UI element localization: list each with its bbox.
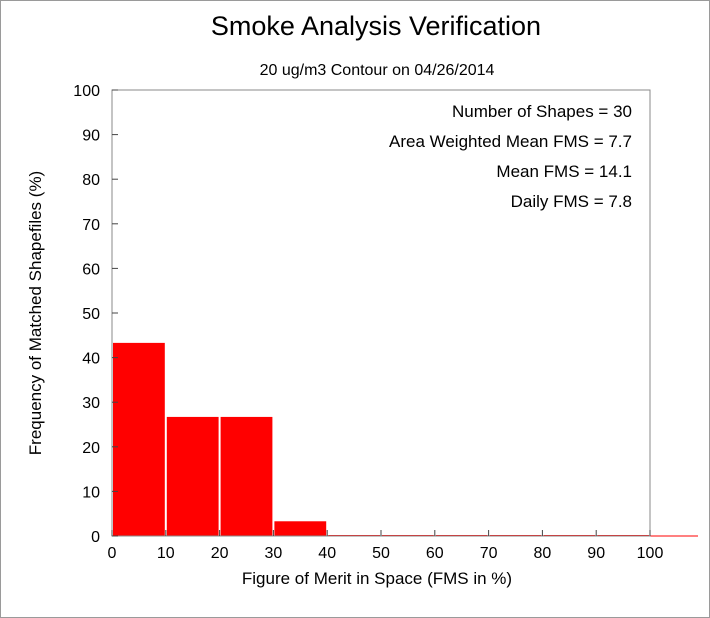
y-tick-label-6: 60 <box>82 261 100 278</box>
x-tick-label-9: 90 <box>587 545 605 562</box>
stat-line-3: Daily FMS = 7.8 <box>511 192 632 211</box>
x-tick-label-2: 20 <box>211 545 229 562</box>
y-tick-label-9: 90 <box>82 128 100 145</box>
bars-group <box>113 342 698 537</box>
y-tick-label-10: 100 <box>73 83 100 100</box>
x-tick-label-8: 80 <box>534 545 552 562</box>
x-tick-label-6: 60 <box>426 545 444 562</box>
histogram-bar-3 <box>274 521 327 536</box>
stats-annotations: Number of Shapes = 30 Area Weighted Mean … <box>389 102 632 211</box>
x-tick-label-0: 0 <box>108 545 117 562</box>
histogram-bar-1 <box>166 416 219 536</box>
x-tick-label-10: 100 <box>637 545 664 562</box>
x-tick-label-4: 40 <box>318 545 336 562</box>
y-tick-label-5: 50 <box>82 306 100 323</box>
y-tick-label-8: 80 <box>82 172 100 189</box>
stat-line-1: Area Weighted Mean FMS = 7.7 <box>389 132 632 151</box>
y-axis-label: Frequency of Matched Shapefiles (%) <box>26 171 45 455</box>
histogram-bar-2 <box>220 416 273 536</box>
chart-title: Smoke Analysis Verification <box>211 11 541 41</box>
x-axis-label: Figure of Merit in Space (FMS in %) <box>242 569 512 588</box>
y-tick-label-7: 70 <box>82 217 100 234</box>
y-tick-label-3: 30 <box>82 395 100 412</box>
x-tick-label-3: 30 <box>265 545 283 562</box>
y-tick-label-1: 10 <box>82 484 100 501</box>
y-tick-label-4: 40 <box>82 351 100 368</box>
y-axis: 0 10 20 30 40 50 60 70 80 90 100 <box>73 83 118 546</box>
x-axis: 0 10 20 30 40 50 60 70 80 90 100 <box>108 530 664 562</box>
x-tick-label-1: 10 <box>157 545 175 562</box>
x-tick-label-5: 50 <box>372 545 390 562</box>
y-tick-label-2: 20 <box>82 440 100 457</box>
stat-line-0: Number of Shapes = 30 <box>452 102 632 121</box>
stat-line-2: Mean FMS = 14.1 <box>496 162 632 181</box>
chart-subtitle: 20 ug/m3 Contour on 04/26/2014 <box>260 62 495 79</box>
y-tick-label-0: 0 <box>91 529 100 546</box>
histogram-bar-0 <box>113 342 165 536</box>
x-tick-label-7: 70 <box>480 545 498 562</box>
